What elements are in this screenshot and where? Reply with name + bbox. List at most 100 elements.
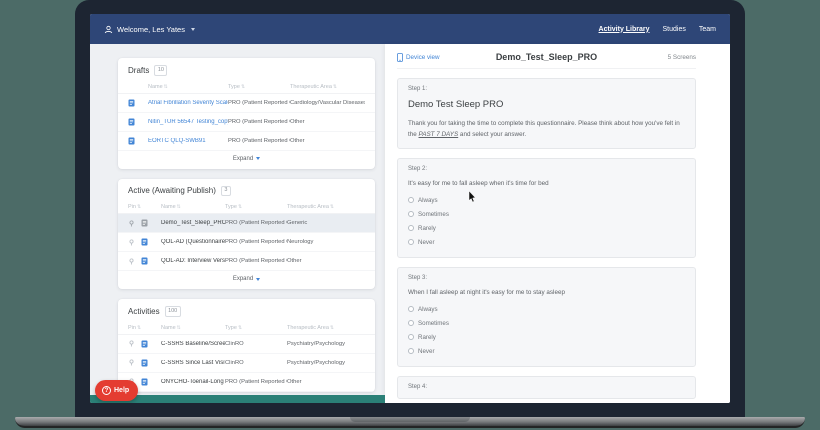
welcome-text: Welcome, Les Yates: [117, 24, 185, 34]
screen-count: 5 Screens: [667, 53, 696, 61]
activities-count-badge: 100: [164, 306, 181, 317]
drafts-column-headers: Name Type Therapeutic Area: [118, 81, 375, 94]
activity-area: Other: [290, 137, 305, 144]
activity-area: Other: [290, 118, 305, 125]
nav-studies[interactable]: Studies: [662, 25, 686, 33]
activity-type: PRO (Patient Reported Out...: [228, 118, 290, 125]
step-label: Step 1:: [408, 86, 428, 92]
user-menu[interactable]: Welcome, Les Yates: [104, 25, 195, 34]
step-card-4: Step 4:: [397, 376, 696, 400]
column-header-type[interactable]: Type: [225, 325, 287, 331]
nav-activity-library[interactable]: Activity Library: [598, 25, 650, 33]
radio-button[interactable]: [408, 334, 414, 341]
column-header-pin[interactable]: Pin: [128, 325, 141, 331]
pin-icon[interactable]: [128, 257, 141, 265]
activity-type: PRO (Patient Reported Out...: [228, 99, 290, 106]
radio-option[interactable]: Sometimes: [408, 316, 685, 330]
radio-option[interactable]: Never: [408, 235, 685, 249]
radio-button[interactable]: [408, 348, 414, 355]
activity-type: PRO (Patient Reported Out...: [225, 258, 287, 264]
laptop-bezel: Welcome, Les Yates Activity Library Stud…: [75, 0, 745, 417]
activity-type: PRO (Patient Reported Out...: [225, 378, 287, 385]
document-icon: [128, 137, 148, 145]
column-header-area[interactable]: Therapeutic Area: [287, 204, 365, 210]
document-icon: [128, 118, 148, 126]
activity-name[interactable]: Demo_Test_Sleep_PRO: [161, 220, 225, 226]
activity-name[interactable]: Atrial Fibrillation Severity Scale: [148, 99, 228, 106]
activity-name[interactable]: EORTC QLQ-SWB91: [148, 137, 206, 144]
content-area: Drafts 10 Name Type Therapeutic Area: [90, 44, 730, 403]
radio-option[interactable]: Sometimes: [408, 207, 685, 221]
drafts-title: Drafts: [128, 65, 150, 75]
footer-bar: [90, 395, 385, 403]
activity-name[interactable]: C-SSRS Since Last Visit: [161, 359, 225, 366]
activity-area: Other: [287, 378, 302, 385]
column-header-type[interactable]: Type: [228, 84, 290, 90]
step-label: Step 3:: [408, 275, 428, 282]
activity-name[interactable]: QOL-AD (Questionnaire Versi...: [161, 239, 225, 245]
document-icon: [141, 219, 161, 227]
pin-icon[interactable]: [128, 340, 141, 347]
radio-button[interactable]: [408, 320, 414, 327]
activities-card: Activities 100 Pin Name Type Therapeutic…: [118, 299, 375, 392]
activity-name[interactable]: QOL-AD: Interview Version for...: [161, 258, 225, 264]
table-row[interactable]: C-SSRS Since Last Visit ClinRO Psychiatr…: [118, 354, 375, 373]
radio-option[interactable]: Rarely: [408, 221, 685, 235]
emphasized-text: PAST 7 DAYS: [418, 131, 459, 139]
step-question: It's easy for me to fall asleep when it'…: [408, 180, 549, 188]
table-row[interactable]: QOL-AD (Questionnaire Versi... PRO (Pati…: [118, 233, 375, 252]
laptop-base: [15, 417, 805, 428]
device-view-link[interactable]: Device view: [397, 52, 496, 62]
activity-name[interactable]: Nitin_TUR 56547 Testing_copy: [148, 118, 228, 125]
radio-button[interactable]: [408, 239, 414, 246]
help-button[interactable]: ? Help: [95, 380, 139, 401]
pin-icon[interactable]: [128, 359, 141, 366]
active-header: Active (Awaiting Publish) 3: [118, 179, 375, 202]
column-header-name[interactable]: Name: [161, 325, 225, 331]
column-header-type[interactable]: Type: [225, 204, 287, 210]
radio-option[interactable]: Always: [408, 302, 685, 316]
activity-type: PRO (Patient Reported Out...: [228, 137, 290, 144]
document-icon: [128, 99, 148, 107]
active-expand-button[interactable]: Expand: [118, 271, 375, 289]
preview-title: Demo_Test_Sleep_PRO: [495, 52, 598, 62]
radio-button[interactable]: [408, 225, 414, 232]
activity-name[interactable]: C-SSRS Baseline/Screening: [161, 340, 225, 347]
column-header-pin[interactable]: Pin: [128, 204, 141, 210]
activity-type: ClinRO: [225, 340, 244, 347]
radio-button[interactable]: [408, 197, 414, 204]
drafts-expand-button[interactable]: Expand: [118, 151, 375, 169]
activity-area: Neurology: [287, 239, 314, 245]
column-header-area[interactable]: Therapeutic Area: [287, 325, 365, 331]
table-row[interactable]: Nitin_TUR 56547 Testing_copy PRO (Patien…: [118, 113, 375, 132]
radio-button[interactable]: [408, 211, 414, 218]
preview-header: Device view Demo_Test_Sleep_PRO 5 Screen…: [397, 44, 696, 69]
active-title: Active (Awaiting Publish): [128, 186, 216, 196]
chevron-down-icon: [256, 157, 261, 160]
pin-icon[interactable]: [128, 219, 141, 227]
laptop-base-notch: [350, 417, 470, 422]
phone-icon: [397, 52, 403, 62]
radio-button[interactable]: [408, 306, 414, 313]
table-row[interactable]: Atrial Fibrillation Severity Scale PRO (…: [118, 94, 375, 113]
radio-option[interactable]: Rarely: [408, 330, 685, 344]
steps-list: Step 1: Demo Test Sleep PRO Thank you fo…: [397, 78, 696, 400]
column-header-area[interactable]: Therapeutic Area: [290, 84, 365, 90]
activity-area: Generic: [287, 220, 308, 226]
radio-option[interactable]: Never: [408, 344, 685, 358]
table-row[interactable]: Demo_Test_Sleep_PRO PRO (Patient Reporte…: [118, 214, 375, 233]
activity-type: ClinRO: [225, 359, 244, 366]
pin-icon[interactable]: [128, 238, 141, 246]
table-row[interactable]: EORTC QLQ-SWB91 PRO (Patient Reported Ou…: [118, 132, 375, 151]
radio-option[interactable]: Always: [408, 193, 685, 207]
column-header-name[interactable]: Name: [161, 204, 225, 210]
column-header-name[interactable]: Name: [148, 84, 228, 90]
step-heading: Demo Test Sleep PRO: [408, 99, 504, 110]
nav-team[interactable]: Team: [698, 25, 716, 33]
main-nav: Activity Library Studies Team: [599, 26, 716, 33]
drafts-count-badge: 10: [154, 65, 168, 76]
table-row[interactable]: C-SSRS Baseline/Screening ClinRO Psychia…: [118, 335, 375, 354]
table-row[interactable]: QOL-AD: Interview Version for... PRO (Pa…: [118, 252, 375, 271]
